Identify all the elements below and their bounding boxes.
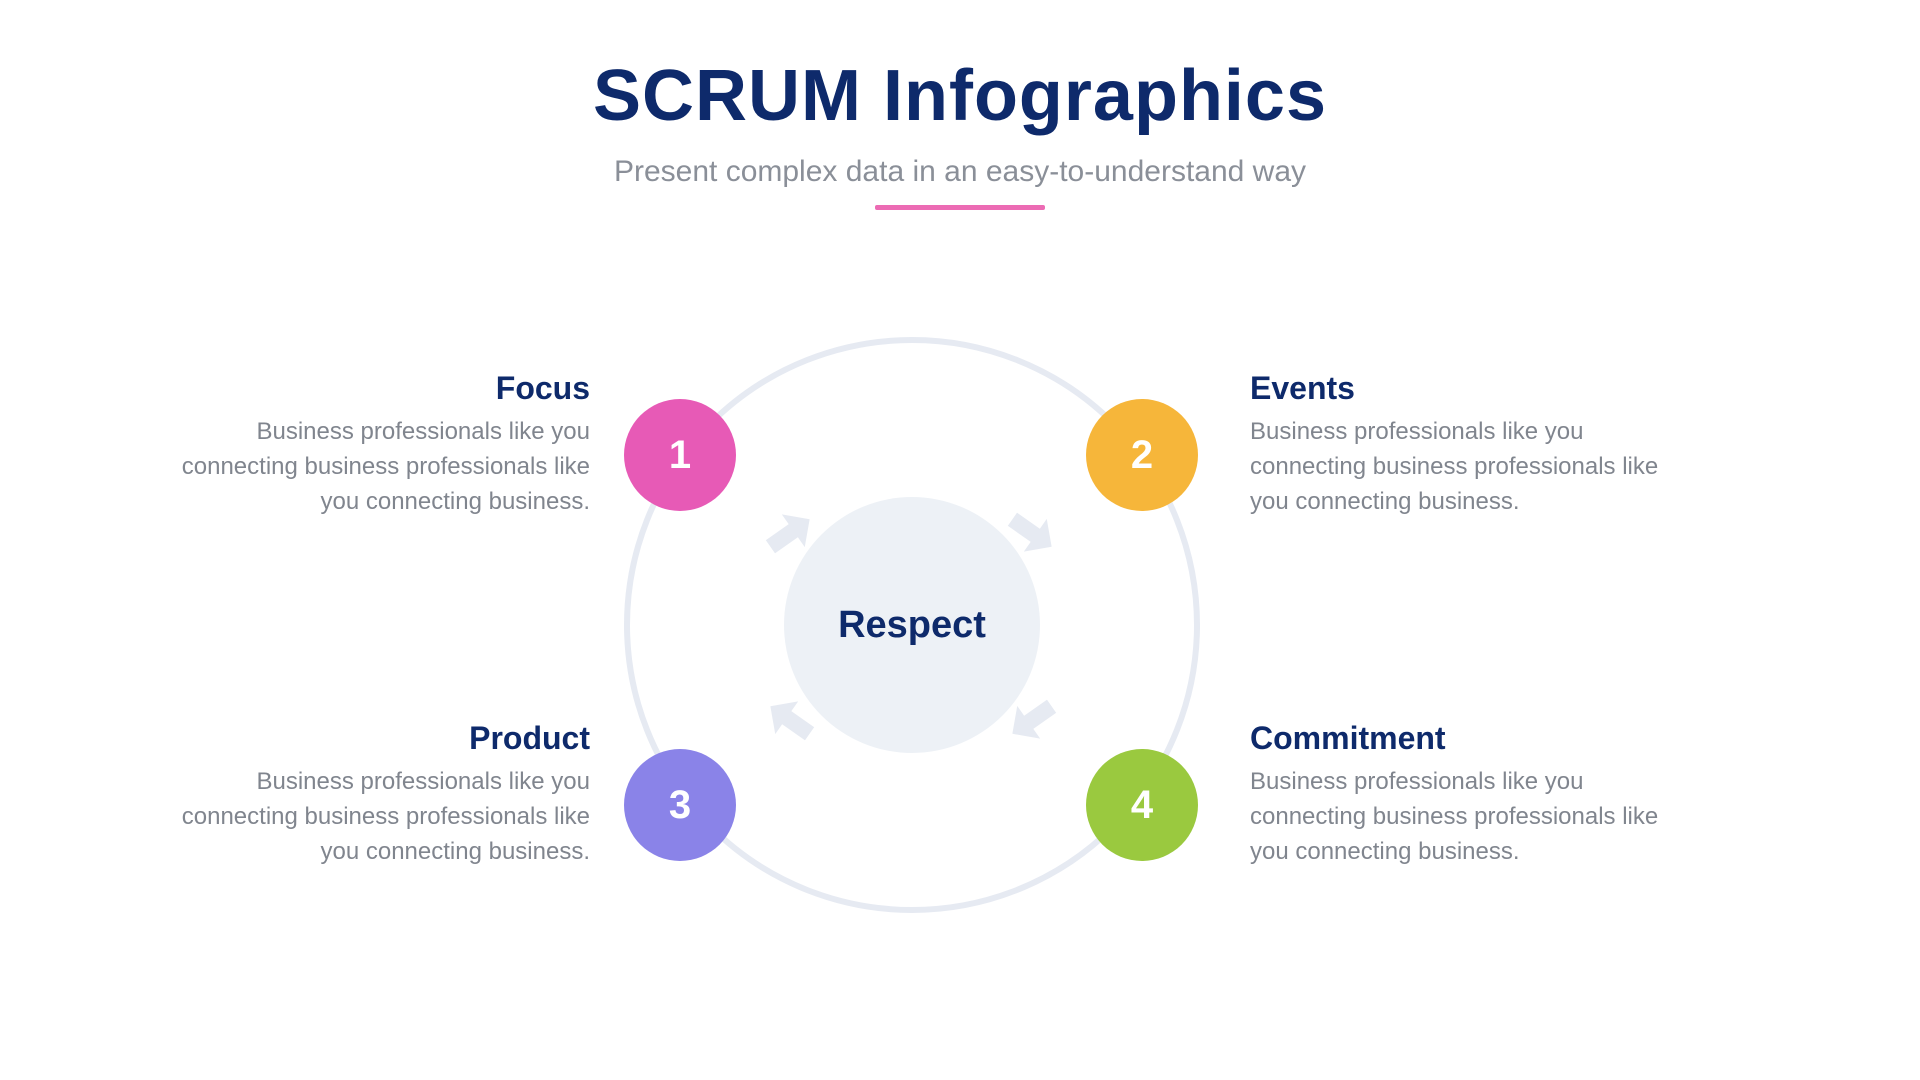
node-1: 1 bbox=[624, 399, 736, 511]
desc-focus: Business professionals like you connecti… bbox=[150, 415, 590, 519]
heading-events: Events bbox=[1250, 370, 1690, 407]
block-product: Product Business professionals like you … bbox=[150, 720, 590, 869]
node-3: 3 bbox=[624, 749, 736, 861]
heading-commitment: Commitment bbox=[1250, 720, 1690, 757]
node-4-number: 4 bbox=[1131, 783, 1153, 828]
desc-product: Business professionals like you connecti… bbox=[150, 765, 590, 869]
node-2-number: 2 bbox=[1131, 433, 1153, 478]
node-3-number: 3 bbox=[669, 783, 691, 828]
slide: SCRUM Infographics Present complex data … bbox=[0, 0, 1920, 1080]
heading-focus: Focus bbox=[150, 370, 590, 407]
node-2: 2 bbox=[1086, 399, 1198, 511]
node-1-number: 1 bbox=[669, 433, 691, 478]
block-events: Events Business professionals like you c… bbox=[1250, 370, 1690, 519]
block-focus: Focus Business professionals like you co… bbox=[150, 370, 590, 519]
node-4: 4 bbox=[1086, 749, 1198, 861]
desc-commitment: Business professionals like you connecti… bbox=[1250, 765, 1690, 869]
desc-events: Business professionals like you connecti… bbox=[1250, 415, 1690, 519]
center-label: Respect bbox=[838, 604, 986, 647]
heading-product: Product bbox=[150, 720, 590, 757]
page-subtitle: Present complex data in an easy-to-under… bbox=[0, 155, 1920, 189]
title-underline bbox=[875, 205, 1045, 210]
block-commitment: Commitment Business professionals like y… bbox=[1250, 720, 1690, 869]
page-title: SCRUM Infographics bbox=[0, 55, 1920, 137]
